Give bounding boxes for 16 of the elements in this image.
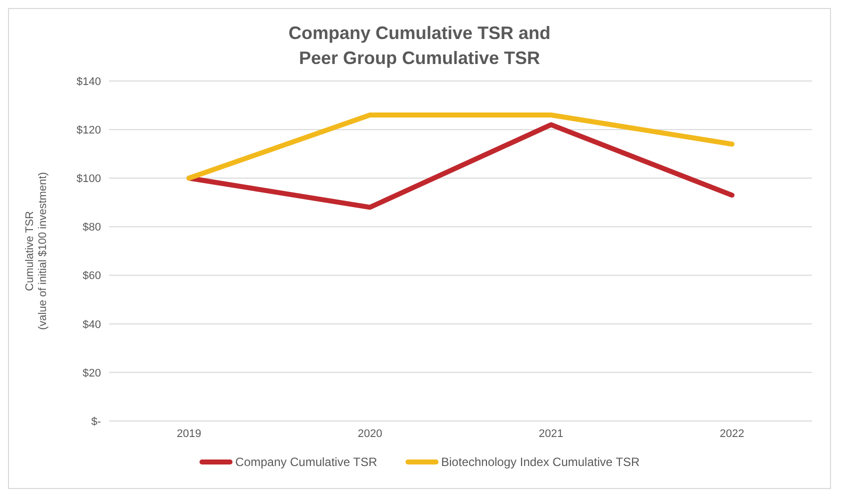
y-tick-label: $60 — [82, 270, 101, 282]
chart-title: Company Cumulative TSR and Peer Group Cumulative TSR — [287, 22, 552, 70]
y-tick-label: $- — [91, 416, 102, 428]
legend-label: Company Cumulative TSR — [235, 455, 378, 469]
y-axis-title: Cumulative TSR (value of initial $100 investment) — [24, 172, 49, 330]
y-tick-label: $120 — [76, 124, 101, 136]
x-tick-label: 2022 — [720, 428, 744, 440]
legend-label: Biotechnology Index Cumulative TSR — [441, 455, 640, 469]
x-tick-label: 2020 — [358, 428, 382, 440]
x-tick-label: 2021 — [538, 428, 564, 440]
y-tick-label: $100 — [76, 173, 101, 186]
y-tick-label: $80 — [82, 222, 101, 234]
y-tick-label: $40 — [82, 318, 101, 331]
y-tick-label: $20 — [82, 367, 101, 380]
y-tick-label: $140 — [76, 76, 101, 88]
x-tick-label: 2019 — [176, 428, 202, 440]
